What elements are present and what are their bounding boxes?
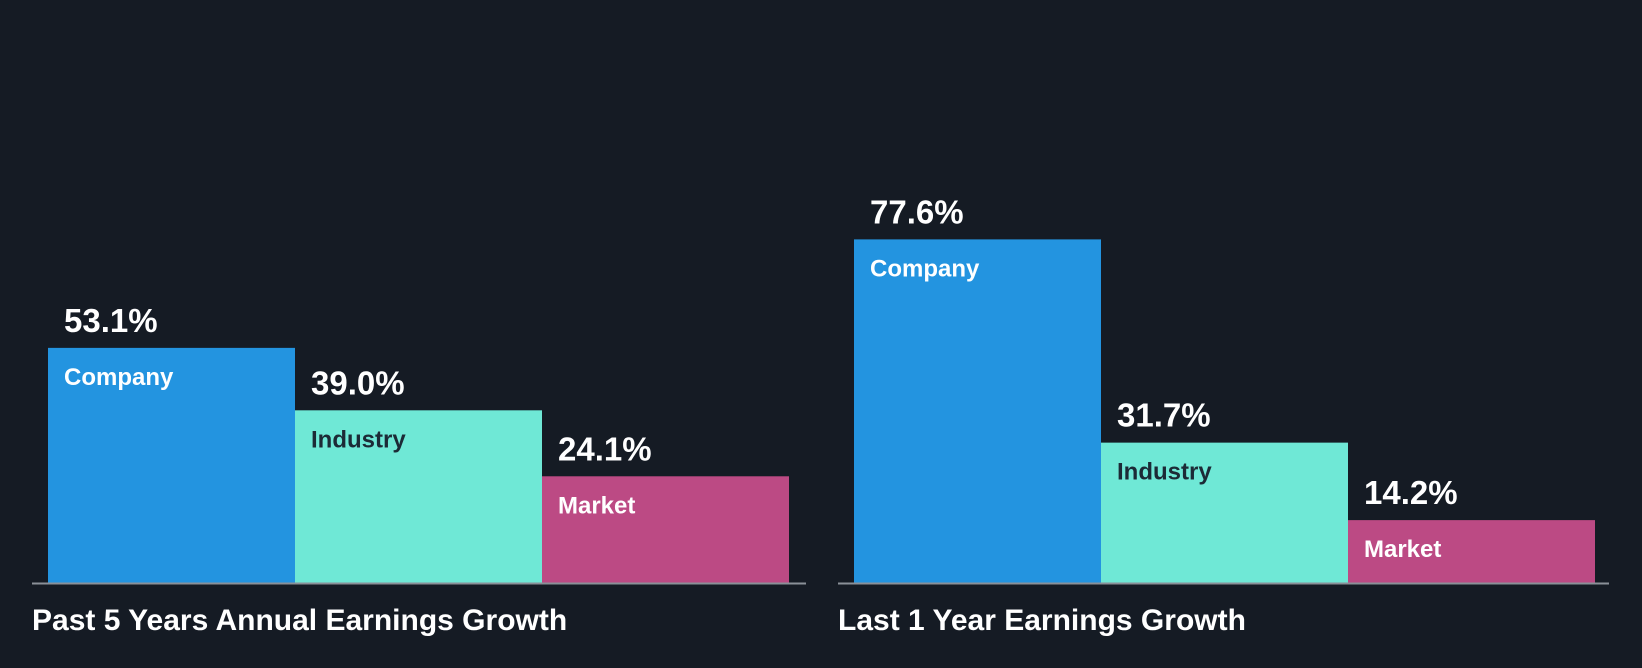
past-5-years-title: Past 5 Years Annual Earnings Growth (32, 604, 568, 637)
past-5-years-panel: 53.1% Company 39.0% Industry 24.1% Market Pas… (32, 302, 806, 637)
last-1-year-chart: 77.6% Company 31.7% Industry 14.2% Market (838, 193, 1609, 585)
past-5-years-category-label-industry: Industry (311, 426, 406, 453)
past-5-years-bar-market (542, 476, 789, 583)
past-5-years-value-label-market: 24.1% (558, 430, 652, 467)
past-5-years-chart: 53.1% Company 39.0% Industry 24.1% Market (32, 302, 806, 585)
past-5-years-category-label-market: Market (558, 492, 635, 519)
last-1-year-category-label-industry: Industry (1117, 459, 1212, 486)
past-5-years-value-label-industry: 39.0% (311, 364, 405, 401)
last-1-year-bar-market (1348, 520, 1595, 583)
past-5-years-value-label-company: 53.1% (64, 302, 158, 339)
last-1-year-category-label-company: Company (870, 255, 980, 282)
last-1-year-value-label-market: 14.2% (1364, 474, 1458, 511)
past-5-years-bar-industry (295, 410, 542, 583)
last-1-year-panel: 77.6% Company 31.7% Industry 14.2% Market Las… (821, 0, 1642, 668)
last-1-year-title: Last 1 Year Earnings Growth (838, 604, 1246, 637)
last-1-year-bar-industry (1101, 442, 1348, 583)
past-5-years-bar-company (48, 347, 295, 583)
last-1-year-value-label-company: 77.6% (870, 193, 964, 230)
last-1-year-bar-company (854, 239, 1101, 583)
last-1-year-value-label-industry: 31.7% (1117, 397, 1211, 434)
last-1-year-category-label-market: Market (1364, 536, 1441, 563)
past-5-years-category-label-company: Company (64, 364, 174, 391)
